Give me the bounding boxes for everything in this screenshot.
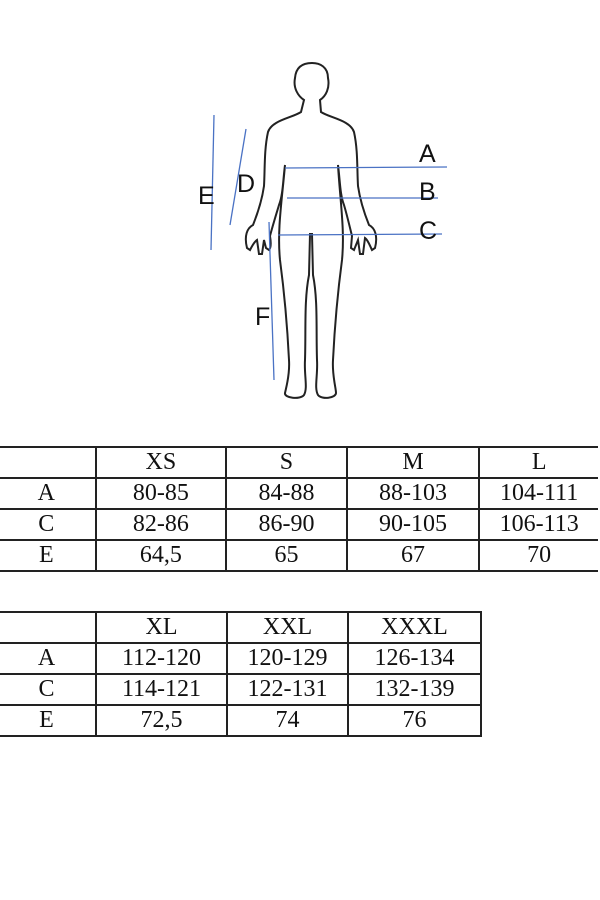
header-cell: S [225, 446, 348, 479]
cell: 104-111 [478, 477, 598, 510]
header-cell: XXL [226, 611, 349, 644]
row-label: E [0, 539, 97, 572]
cell: 80-85 [94, 477, 228, 510]
row-label: C [0, 508, 97, 541]
label-c: C [419, 217, 437, 245]
header-cell [0, 446, 97, 479]
cell: 76 [347, 704, 482, 737]
table-row: C 114-121 122-131 132-139 [0, 673, 482, 706]
label-d: D [237, 170, 255, 198]
table-row: E 64,5 65 67 70 [0, 539, 598, 572]
table-row: A 112-120 120-129 126-134 [0, 642, 482, 675]
cell: 64,5 [94, 539, 228, 572]
table-row: C 82-86 86-90 90-105 106-113 [0, 508, 598, 541]
measure-line-c [277, 233, 443, 236]
label-a: A [419, 140, 436, 168]
cell: 122-131 [226, 673, 349, 706]
header-cell: L [478, 446, 598, 479]
label-e: E [198, 182, 215, 210]
body-measurement-figure: A B C D E F [198, 61, 448, 399]
cell: 90-105 [345, 508, 481, 541]
body-outline [244, 61, 378, 399]
header-cell: XL [95, 611, 228, 644]
measure-line-f [268, 221, 275, 381]
measure-line-d [229, 128, 247, 226]
header-row: XL XXL XXXL [0, 611, 482, 644]
cell: 70 [478, 539, 598, 572]
cell: 84-88 [225, 477, 348, 510]
cell: 74 [226, 704, 349, 737]
label-f: F [255, 303, 270, 331]
table-row: E 72,5 74 76 [0, 704, 482, 737]
table-row: A 80-85 84-88 88-103 104-111 [0, 477, 598, 510]
measure-line-a [284, 166, 448, 169]
label-b: B [419, 178, 436, 206]
header-cell: XS [94, 446, 228, 479]
cell: 88-103 [345, 477, 481, 510]
cell: 106-113 [478, 508, 598, 541]
size-table-2: XL XXL XXXL A 112-120 120-129 126-134 C … [0, 611, 482, 737]
header-cell: M [345, 446, 481, 479]
cell: 112-120 [95, 642, 228, 675]
measure-line-e [210, 114, 215, 251]
cell: 72,5 [95, 704, 228, 737]
size-table-1: XS S M L A 80-85 84-88 88-103 104-111 C … [0, 446, 598, 572]
cell: 86-90 [225, 508, 348, 541]
header-row: XS S M L [0, 446, 598, 479]
cell: 65 [225, 539, 348, 572]
cell: 132-139 [347, 673, 482, 706]
cell: 120-129 [226, 642, 349, 675]
row-label: C [0, 673, 97, 706]
header-cell: XXXL [347, 611, 482, 644]
row-label: A [0, 477, 97, 510]
row-label: E [0, 704, 97, 737]
cell: 126-134 [347, 642, 482, 675]
header-cell [0, 611, 97, 644]
cell: 67 [345, 539, 481, 572]
cell: 82-86 [94, 508, 228, 541]
cell: 114-121 [95, 673, 228, 706]
row-label: A [0, 642, 97, 675]
